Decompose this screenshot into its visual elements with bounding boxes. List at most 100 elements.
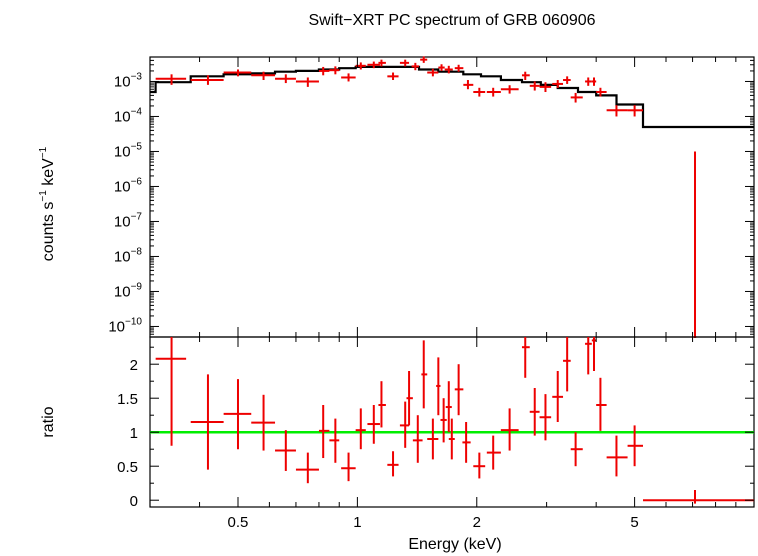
data-point (341, 452, 356, 482)
data-point (378, 59, 386, 67)
y-tick-label: 10−4 (114, 106, 143, 125)
data-point (591, 337, 597, 371)
x-tick-label: 2 (473, 514, 481, 531)
ratio-panel: 0 0.5 1 1.5 2 ratio (40, 336, 755, 510)
data-point (552, 371, 564, 422)
ratio-panel-frame (149, 336, 755, 508)
data-point (529, 81, 540, 91)
data-point (521, 337, 530, 378)
y-tick-label: 0 (130, 493, 138, 510)
data-point (367, 405, 380, 444)
x-tick-label: 0.5 (228, 514, 249, 531)
data-point (155, 337, 187, 446)
data-point (440, 398, 447, 443)
data-point (355, 408, 366, 450)
data-point (570, 92, 583, 103)
data-point (539, 394, 552, 441)
data-point (693, 151, 697, 338)
y-tick-label: 10−5 (114, 141, 143, 160)
y-tick-label: 10−7 (114, 211, 143, 230)
data-point (473, 452, 486, 479)
data-point (275, 430, 296, 471)
y-tick-label: 10−10 (108, 316, 142, 335)
data-point (406, 371, 413, 426)
data-point (411, 62, 419, 71)
data-point (463, 80, 474, 90)
data-point (427, 418, 439, 460)
data-point (444, 65, 453, 74)
data-point (570, 432, 583, 467)
energy-x-axis: 0.5 1 2 5 (149, 57, 737, 531)
data-point (473, 87, 486, 97)
data-point (295, 77, 319, 87)
data-point (585, 77, 592, 86)
data-point (627, 425, 644, 467)
chart-title: Swift−XRT PC spectrum of GRB 060906 (308, 12, 595, 29)
data-point (454, 364, 464, 416)
x-tick-label: 5 (630, 514, 638, 531)
data-point (341, 73, 356, 82)
data-point (399, 401, 410, 448)
data-point (190, 75, 224, 85)
ratio-y-axis-label: ratio (40, 406, 57, 437)
data-point (462, 422, 471, 463)
data-point (387, 72, 399, 81)
data-point (367, 61, 380, 69)
data-point (627, 105, 644, 117)
spectrum-y-axis-label: counts s−1 keV−1 (38, 146, 57, 261)
data-point (500, 85, 519, 94)
data-point (563, 76, 571, 84)
data-point (223, 69, 252, 77)
data-point (563, 337, 571, 392)
data-point (427, 68, 439, 77)
data-point (529, 388, 540, 436)
y-tick-label: 0.5 (117, 459, 138, 476)
data-point (436, 357, 441, 416)
data-point (329, 418, 340, 463)
y-tick-label: 2 (130, 357, 138, 374)
data-point (420, 56, 428, 63)
data-point (387, 451, 399, 477)
data-point (295, 452, 319, 484)
data-point (251, 394, 276, 451)
ratio-y-axis: 0 0.5 1 1.5 2 (117, 346, 754, 510)
data-point (318, 405, 330, 459)
data-point (318, 66, 330, 76)
data-point (539, 82, 552, 92)
data-point (643, 490, 754, 504)
y-tick-label: 10−9 (114, 281, 143, 300)
data-point (596, 377, 607, 431)
data-point (521, 71, 530, 81)
y-tick-label: 10−6 (114, 176, 143, 195)
spectrum-panel: 10−3 10−4 10−5 10−6 10−7 10−8 10−9 10−10 counts… (38, 56, 755, 338)
data-point (552, 80, 564, 89)
data-point (500, 408, 519, 451)
model-curve (150, 65, 754, 129)
data-point (438, 64, 445, 71)
data-point (251, 71, 276, 81)
data-point (606, 105, 628, 117)
data-point (448, 418, 455, 460)
data-point (275, 74, 296, 84)
y-tick-label: 1 (130, 425, 138, 442)
spectrum-data-series (155, 56, 697, 338)
data-point (445, 381, 452, 433)
data-point (486, 87, 501, 97)
data-point (329, 66, 340, 75)
data-point (155, 74, 187, 85)
x-axis-label: Energy (keV) (408, 536, 501, 553)
data-point (606, 435, 628, 477)
data-point (378, 381, 386, 428)
ratio-data-series (155, 337, 754, 504)
y-tick-label: 10−8 (114, 246, 143, 265)
data-point (190, 374, 224, 470)
y-tick-label: 10−3 (114, 71, 143, 90)
data-point (399, 59, 410, 67)
data-point (585, 337, 592, 375)
spectrum-y-axis: 10−3 10−4 10−5 10−6 10−7 10−8 10−9 10−10 (108, 59, 754, 335)
data-point (223, 379, 252, 450)
y-tick-label: 1.5 (117, 391, 138, 408)
data-point (486, 435, 501, 470)
spectrum-panel-frame (149, 56, 755, 338)
